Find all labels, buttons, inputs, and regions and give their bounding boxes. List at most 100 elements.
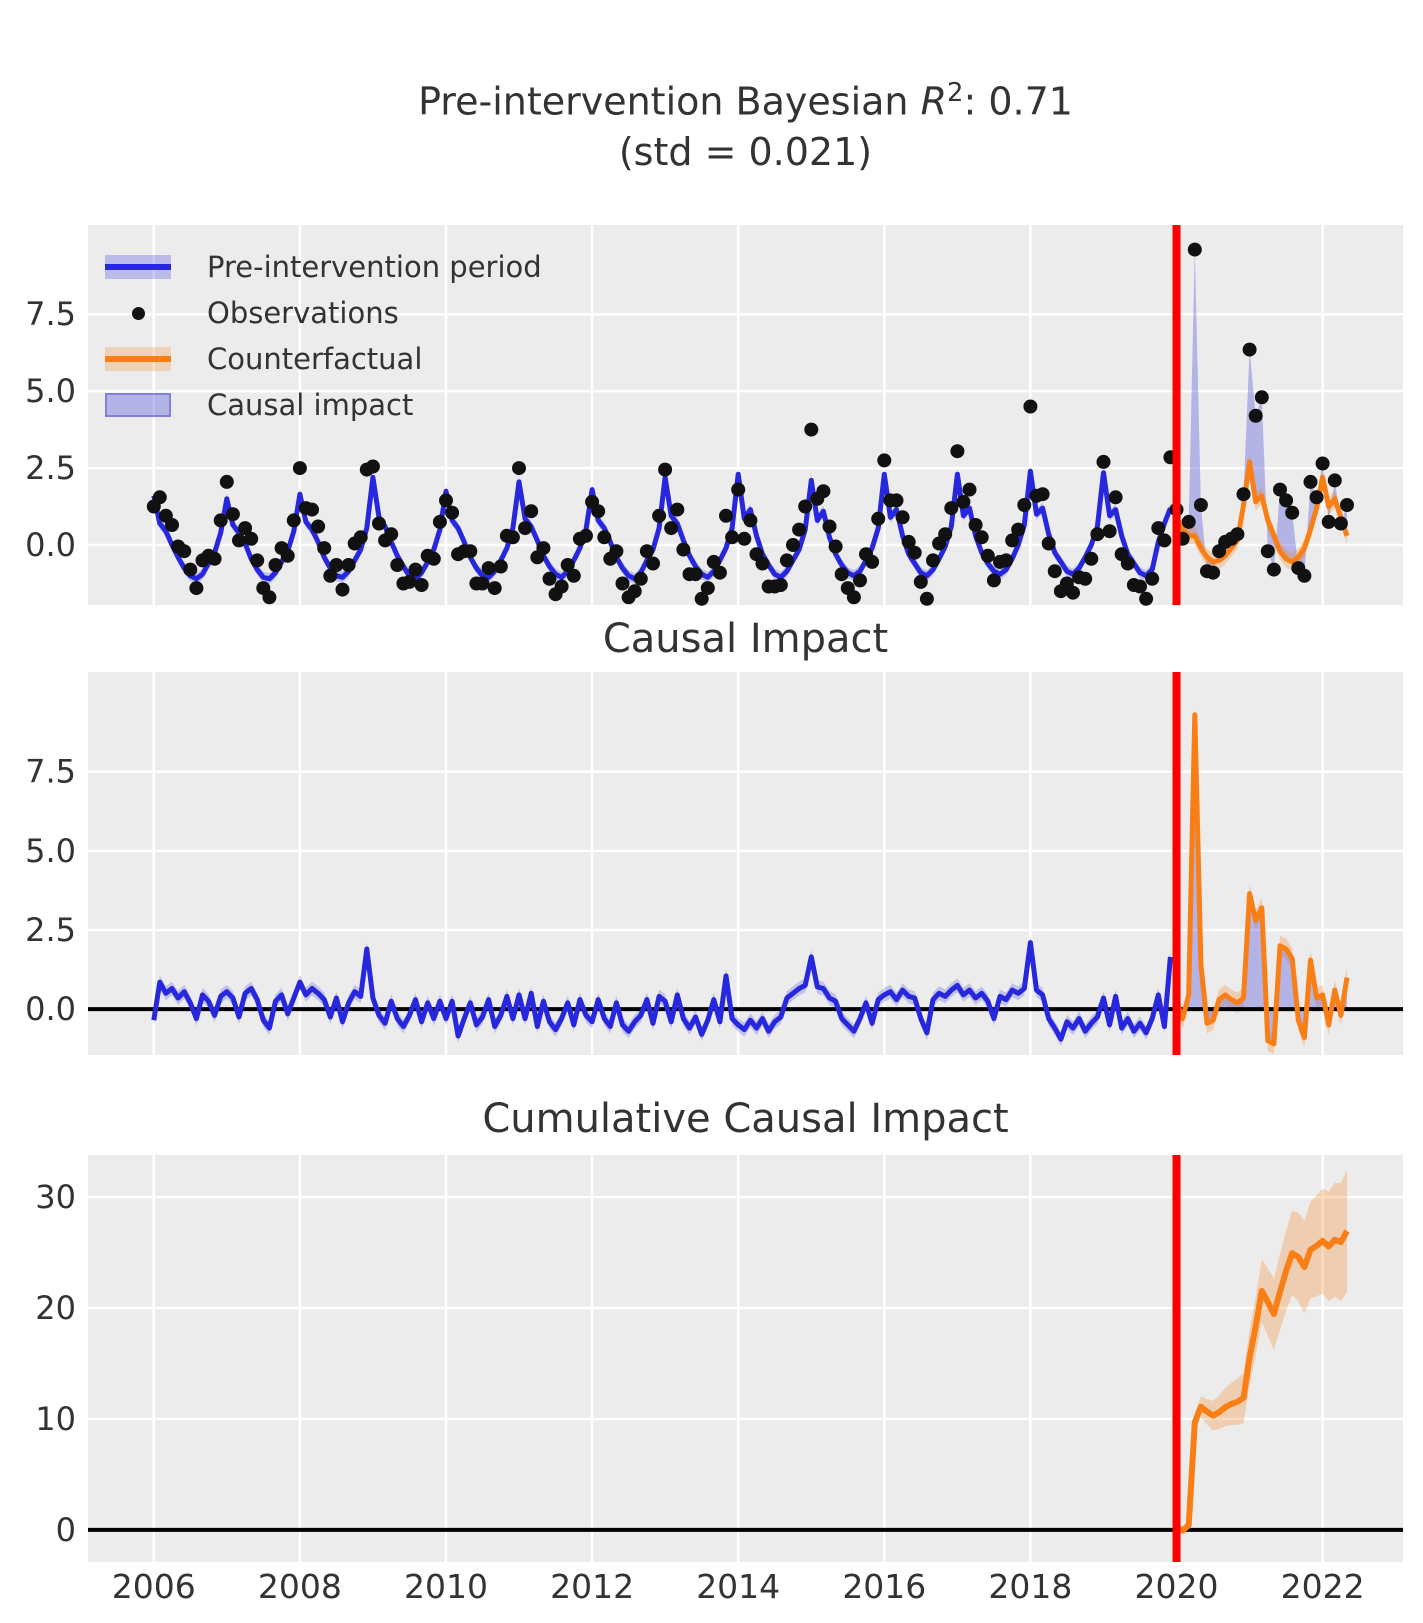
observation-dot <box>1084 551 1099 566</box>
observation-dot <box>408 562 423 577</box>
observation-dot <box>432 514 447 529</box>
observation-dot <box>311 519 326 534</box>
observation-dot <box>384 527 399 542</box>
observation-dot <box>907 545 922 560</box>
observation-dot <box>633 571 648 586</box>
observation-dot <box>475 576 490 591</box>
observation-dot <box>1102 524 1117 539</box>
observation-dot <box>536 541 551 556</box>
observation-dot <box>1187 242 1202 257</box>
observation-dot <box>980 548 995 563</box>
observation-dot <box>1333 516 1348 531</box>
observation-dot <box>646 556 660 571</box>
observation-dot <box>390 558 405 572</box>
observation-dot <box>250 553 265 568</box>
legend-item-pre-intervention: Pre-intervention period <box>105 244 542 290</box>
cumulative-line <box>1175 1229 1350 1534</box>
observation-dot <box>834 567 849 582</box>
observation-dot <box>804 422 819 437</box>
observation-dot <box>1266 562 1281 577</box>
pre-intervention-band-swatch-icon <box>105 255 171 279</box>
observation-dot <box>207 551 222 566</box>
x-tick-label: 2008 <box>258 1567 342 1606</box>
observation-dot <box>524 504 539 519</box>
legend-label: Observations <box>207 296 399 330</box>
observation-dot <box>615 576 630 591</box>
observation-dot <box>189 581 204 596</box>
observation-dot <box>609 544 624 559</box>
observation-dot <box>652 508 667 523</box>
observation-dot <box>183 562 198 577</box>
observation-dot <box>1321 514 1336 529</box>
y-tick-label: 2.5 <box>25 911 76 949</box>
observation-dot <box>1139 591 1154 606</box>
observation-dot <box>1145 571 1160 586</box>
observation-dot <box>926 553 940 568</box>
observation-dot <box>712 565 727 580</box>
observation-dot <box>566 568 581 583</box>
observation-dot <box>1303 474 1318 489</box>
observation-dot <box>1157 533 1172 548</box>
observation-dot <box>1236 487 1251 502</box>
observation-dot <box>1133 579 1147 594</box>
observation-dot <box>999 553 1014 568</box>
observation-dot <box>828 539 843 554</box>
observation-dot <box>292 461 307 476</box>
observation-dot <box>822 519 837 534</box>
observation-dot <box>317 541 332 556</box>
observation-dot <box>1260 544 1275 559</box>
observation-dot <box>323 568 338 583</box>
cumulative-panel-title: Cumulative Causal Impact <box>482 1096 1009 1142</box>
observation-dot <box>152 490 167 505</box>
observation-dot <box>481 561 496 576</box>
observation-dot <box>505 530 520 545</box>
counterfactual-band-swatch-icon <box>105 347 171 371</box>
observation-dot <box>968 518 983 532</box>
observation-dot <box>329 558 344 572</box>
observation-dot <box>1181 514 1196 529</box>
observation-dot <box>372 516 386 531</box>
observation-dot <box>913 574 928 589</box>
observation-dot <box>853 573 867 588</box>
observation-dot <box>1041 536 1056 551</box>
observation-dot <box>1340 498 1354 512</box>
observation-dot <box>365 459 380 474</box>
figure-title-line2: (std = 0.021) <box>618 129 873 174</box>
observation-dot <box>219 474 234 489</box>
observation-dot <box>944 501 959 516</box>
observation-dot <box>225 507 240 522</box>
y-tick-label: 0 <box>56 1511 76 1549</box>
observation-dot <box>1066 585 1080 600</box>
x-tick-label: 2014 <box>696 1567 780 1606</box>
panel-background <box>88 1155 1403 1562</box>
legend-label: Pre-intervention period <box>207 250 542 284</box>
observation-dot <box>280 548 295 563</box>
observation-dot <box>1096 454 1111 469</box>
x-tick-label: 2010 <box>404 1567 488 1606</box>
observation-dot <box>786 538 800 552</box>
observation-dot <box>919 591 934 606</box>
observation-dot <box>1285 505 1300 520</box>
legend-label: Counterfactual <box>207 342 423 376</box>
observation-dot <box>974 530 989 545</box>
observation-dot <box>846 590 861 605</box>
observation-dot <box>871 511 886 526</box>
legend-item-observations: Observations <box>105 290 542 336</box>
observation-dot <box>1230 527 1245 542</box>
observation-dot <box>658 462 673 477</box>
observation-dot <box>445 505 460 520</box>
observation-dot <box>1206 565 1221 580</box>
observation-dot <box>688 567 703 582</box>
observation-dot <box>487 581 502 596</box>
observation-dot <box>938 527 953 542</box>
observation-dot <box>426 551 441 566</box>
observation-dot <box>1023 399 1038 414</box>
observation-dot <box>1309 490 1324 505</box>
observation-dot <box>439 493 453 508</box>
observation-dot <box>755 556 770 571</box>
observation-dot <box>1078 571 1093 586</box>
legend-item-counterfactual: Counterfactual <box>105 336 542 382</box>
observation-dot <box>591 504 606 519</box>
observation-dot <box>865 554 880 569</box>
observation-dot <box>213 513 228 528</box>
